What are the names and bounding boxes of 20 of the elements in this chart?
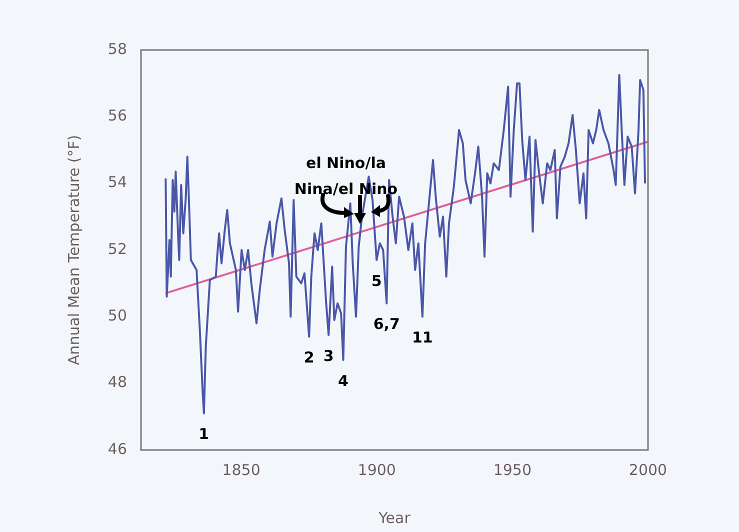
y-tick-label: 46 [108,440,127,458]
annotation: 3 [323,346,334,365]
annotation: 1 [198,425,210,444]
annotation: 6,7 [373,315,400,334]
y-tick-label: 58 [108,40,127,58]
y-tick-label: 52 [108,240,127,258]
x-tick-label: 1950 [493,460,532,479]
y-axis-title: Annual Mean Temperature (°F) [64,134,83,366]
annotation: 11 [412,328,433,347]
x-tick-label: 2000 [628,460,668,479]
annotation: 4 [338,372,348,390]
x-tick-label: 1900 [358,460,396,479]
y-tick-label: 48 [108,373,127,392]
y-tick-label: 50 [108,306,127,325]
annotation: 2 [304,348,314,367]
y-tick-label: 56 [108,106,127,125]
x-axis-title: Year [378,508,412,527]
annotation: 5 [371,272,382,290]
x-tick-label: 1850 [222,460,260,479]
y-tick-label: 54 [108,173,127,192]
